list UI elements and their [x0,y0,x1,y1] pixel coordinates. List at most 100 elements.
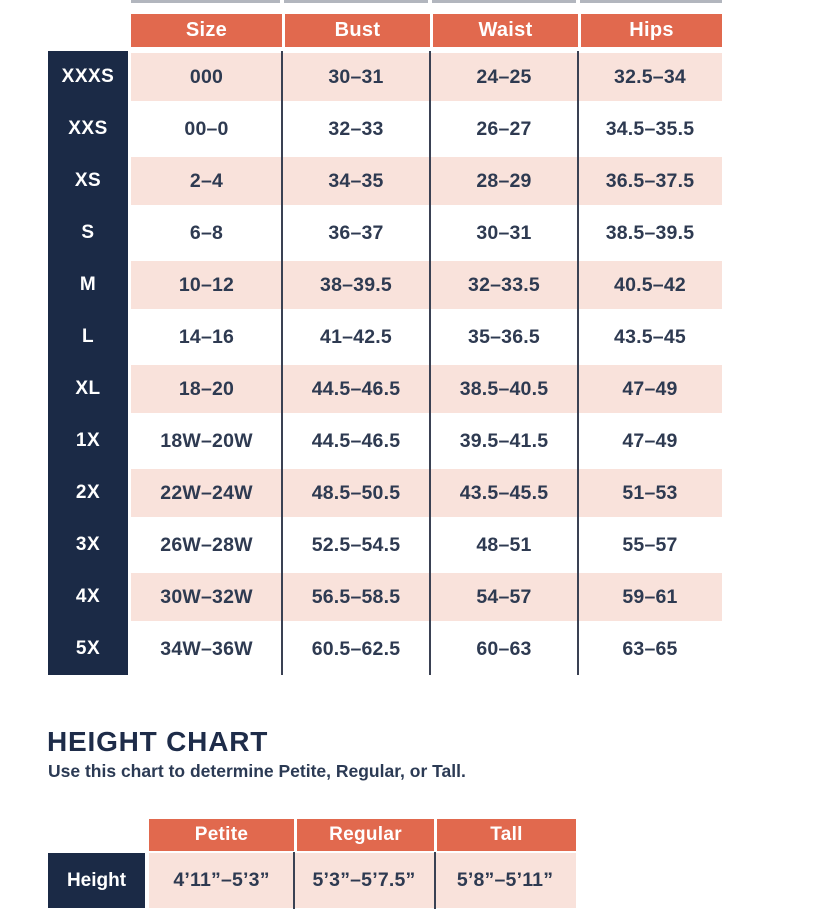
top-crop-line [284,0,428,3]
cell-bust: 34–35 [328,169,384,192]
column-divider [293,852,295,909]
cell-regular-height: 5’3”–5’7.5” [312,869,416,891]
table-row: 18W–20W 44.5–46.5 39.5–41.5 47–49 [131,415,722,467]
row-label: XL [75,378,101,399]
row-label: 4X [75,586,101,607]
cell-size: 34W–36W [160,637,253,660]
table-row: 00–0 32–33 26–27 34.5–35.5 [131,103,722,155]
row-label: XXXS [61,66,115,87]
cell-waist: 60–63 [476,637,532,660]
table-row: 2–4 34–35 28–29 36.5–37.5 [131,155,722,207]
row-label: XXS [68,118,108,139]
table-row: 22W–24W 48.5–50.5 43.5–45.5 51–53 [131,467,722,519]
cell-hips: 34.5–35.5 [605,117,695,140]
column-divider [281,51,283,675]
cell-petite-height: 4’11”–5’3” [173,869,270,891]
cell-bust: 32–33 [328,117,384,140]
height-chart-row: 4’11”–5’3” 5’3”–5’7.5” 5’8”–5’11” [149,853,576,908]
table-row: 34W–36W 60.5–62.5 60–63 63–65 [131,623,722,675]
cell-bust: 48.5–50.5 [311,481,401,504]
cell-waist: 26–27 [476,117,532,140]
column-divider [577,51,579,675]
row-label: 3X [75,534,101,555]
column-header-size: Size [131,14,282,47]
column-divider [429,51,431,675]
cell-bust: 52.5–54.5 [311,533,401,556]
cell-hips: 40.5–42 [614,273,686,296]
column-header-tall: Tall [434,819,576,851]
table-row: 18–20 44.5–46.5 38.5–40.5 47–49 [131,363,722,415]
cell-bust: 36–37 [328,221,384,244]
cell-size: 2–4 [189,169,224,192]
cell-bust: 56.5–58.5 [311,585,401,608]
cell-waist: 39.5–41.5 [459,429,549,452]
cell-bust: 44.5–46.5 [311,377,401,400]
cell-waist: 28–29 [476,169,532,192]
cell-waist: 35–36.5 [468,325,540,348]
cell-bust: 44.5–46.5 [311,429,401,452]
cell-hips: 47–49 [622,429,678,452]
cell-bust: 41–42.5 [320,325,392,348]
cell-size: 30W–32W [160,585,253,608]
column-header-waist: Waist [430,14,578,47]
height-row-label: Height [48,853,145,908]
cell-hips: 63–65 [622,637,678,660]
size-chart-body: 000 30–31 24–25 32.5–34 00–0 32–33 26–27… [131,51,722,675]
column-header-petite: Petite [149,819,294,851]
row-label: M [79,274,97,295]
cell-bust: 38–39.5 [320,273,392,296]
cell-waist: 48–51 [476,533,532,556]
row-label: 5X [75,638,101,659]
height-chart-title: HEIGHT CHART [47,726,269,757]
cell-hips: 36.5–37.5 [605,169,695,192]
row-label: L [81,326,95,347]
table-row: 000 30–31 24–25 32.5–34 [131,51,722,103]
cell-size: 00–0 [184,117,229,140]
size-chart-header: Size Bust Waist Hips [131,14,722,47]
cell-tall-height: 5’8”–5’11” [456,869,554,891]
height-chart-subtitle: Use this chart to determine Petite, Regu… [48,761,466,781]
cell-size: 10–12 [178,273,235,296]
cell-waist: 24–25 [476,65,532,88]
cell-waist: 54–57 [476,585,532,608]
size-label-column: XXXS XXS XS S M L XL 1X 2X 3X 4X 5X [48,51,128,675]
cell-waist: 32–33.5 [468,273,540,296]
cell-waist: 43.5–45.5 [459,481,549,504]
top-crop-line [432,0,576,3]
cell-size: 6–8 [189,221,224,244]
row-label: 2X [75,482,101,503]
cell-waist: 38.5–40.5 [459,377,549,400]
cell-hips: 43.5–45 [614,325,686,348]
cell-bust: 30–31 [328,65,384,88]
table-row: 14–16 41–42.5 35–36.5 43.5–45 [131,311,722,363]
row-label: S [81,222,95,243]
cell-waist: 30–31 [476,221,532,244]
column-header-hips: Hips [578,14,722,47]
cell-bust: 60.5–62.5 [311,637,401,660]
cell-hips: 32.5–34 [614,65,686,88]
column-divider [434,852,436,909]
cell-size: 000 [189,65,224,88]
cell-hips: 47–49 [622,377,678,400]
table-row: 30W–32W 56.5–58.5 54–57 59–61 [131,571,722,623]
cell-size: 26W–28W [160,533,253,556]
cell-size: 22W–24W [160,481,253,504]
cell-hips: 51–53 [622,481,678,504]
table-row: 6–8 36–37 30–31 38.5–39.5 [131,207,722,259]
row-label: XS [74,170,102,191]
top-crop-line [580,0,722,3]
column-header-bust: Bust [282,14,430,47]
cell-hips: 38.5–39.5 [605,221,695,244]
cell-size: 18–20 [178,377,235,400]
cell-size: 18W–20W [160,429,253,452]
cell-size: 14–16 [178,325,235,348]
cell-hips: 55–57 [622,533,678,556]
table-row: 26W–28W 52.5–54.5 48–51 55–57 [131,519,722,571]
height-chart-header: Petite Regular Tall [149,819,576,851]
cell-hips: 59–61 [622,585,678,608]
top-crop-line [131,0,280,3]
row-label: 1X [75,430,101,451]
column-header-regular: Regular [294,819,434,851]
table-row: 10–12 38–39.5 32–33.5 40.5–42 [131,259,722,311]
